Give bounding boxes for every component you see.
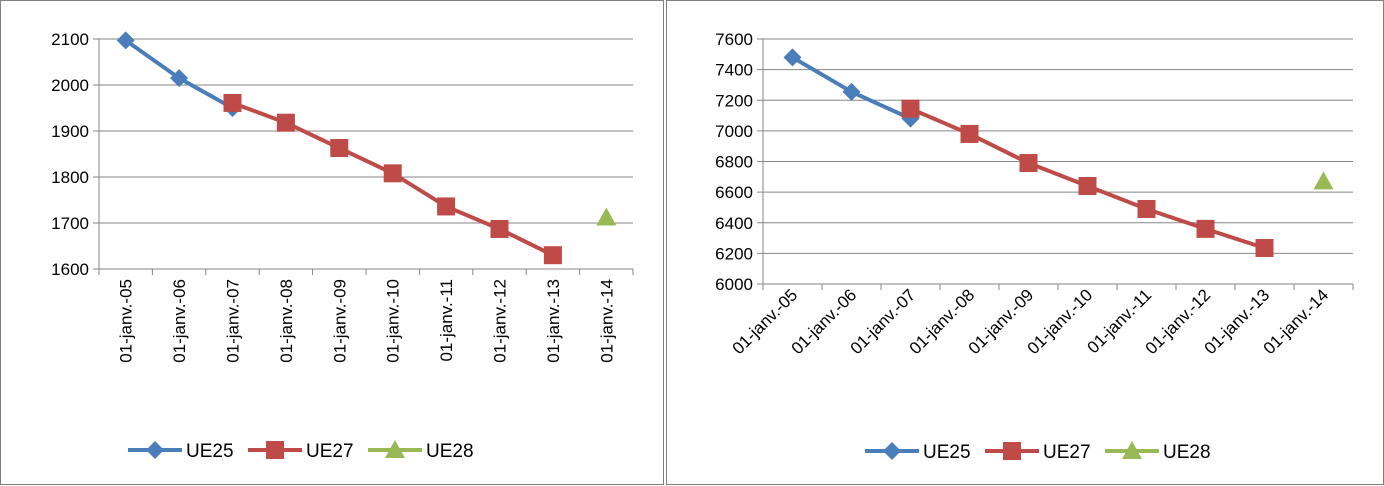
chart-panel-right: 6000 6200 6400 6600 6800 7000 7200 7400 7600 01-j…: [666, 0, 1384, 485]
data-point-ue27: [1256, 239, 1274, 257]
y-tick-label: 6800: [715, 153, 753, 172]
x-tick-label: 01-janv.-14: [597, 279, 616, 363]
data-point-ue27: [1020, 154, 1038, 172]
legend-label-ue25: UE25: [186, 441, 234, 462]
data-point-ue27: [437, 197, 455, 215]
data-point-ue27: [224, 94, 242, 112]
y-tick-label: 1800: [51, 168, 89, 187]
y-tick-label: 1700: [51, 214, 89, 233]
y-tick-label: 1600: [51, 260, 89, 279]
y-tick-label: 1900: [51, 122, 89, 141]
x-tick-label: 01-janv.-13: [544, 279, 563, 363]
data-point-ue27: [902, 100, 920, 118]
y-tick-label: 2000: [51, 76, 89, 95]
x-tick-label: 01-janv.-12: [491, 279, 510, 363]
y-tick-label: 6000: [715, 275, 753, 294]
data-point-ue28: [1314, 171, 1334, 189]
y-tick-label: 7600: [715, 30, 753, 49]
y-tick-label: 7000: [715, 122, 753, 141]
chart-left-svg: 1600 1700 1800 1900 2000 2100 01-janv.-05 01-ja…: [1, 1, 665, 486]
data-point-ue25: [843, 83, 861, 101]
data-point-ue25: [784, 48, 802, 66]
legend-label-ue28: UE28: [1163, 442, 1211, 463]
legend-marker-ue27: [266, 441, 284, 459]
chart-panel-left: 1600 1700 1800 1900 2000 2100 01-janv.-05 01-ja…: [0, 0, 664, 485]
y-tick-label: 6400: [715, 214, 753, 233]
x-tick-label: 01-janv.-08: [277, 279, 296, 363]
legend-label-ue27: UE27: [306, 441, 354, 462]
data-point-ue28: [596, 207, 616, 225]
x-tick-label: 01-janv.-05: [117, 279, 136, 363]
data-point-ue27: [330, 139, 348, 157]
x-tick-label: 01-janv.-09: [330, 279, 349, 363]
legend-marker-ue27: [1003, 442, 1021, 460]
data-point-ue27: [491, 220, 509, 238]
x-tick-label: 01-janv.-11: [437, 279, 456, 362]
y-tick-label: 6600: [715, 183, 753, 202]
data-point-ue27: [384, 164, 402, 182]
chart-right-svg: 60006200640066006800700072007400760001-j…: [667, 1, 1384, 486]
legend-label-ue28: UE28: [426, 441, 474, 462]
y-tick-label: 7200: [715, 91, 753, 110]
data-point-ue27: [1079, 177, 1097, 195]
y-tick-label: 6200: [715, 244, 753, 263]
y-tick-label: 2100: [51, 30, 89, 49]
x-tick-label: 01-janv.-10: [384, 279, 403, 363]
legend-marker-ue25: [146, 441, 164, 459]
data-point-ue27: [961, 125, 979, 143]
x-tick-label: 01-janv.-07: [224, 279, 243, 363]
data-point-ue27: [544, 246, 562, 264]
y-tick-label: 7400: [715, 61, 753, 80]
data-point-ue27: [1197, 220, 1215, 238]
legend-marker-ue25: [883, 442, 901, 460]
legend-label-ue25: UE25: [923, 442, 971, 463]
legend-label-ue27: UE27: [1043, 442, 1091, 463]
data-point-ue27: [277, 114, 295, 132]
x-tick-label: 01-janv.-06: [170, 279, 189, 363]
data-point-ue27: [1138, 200, 1156, 218]
